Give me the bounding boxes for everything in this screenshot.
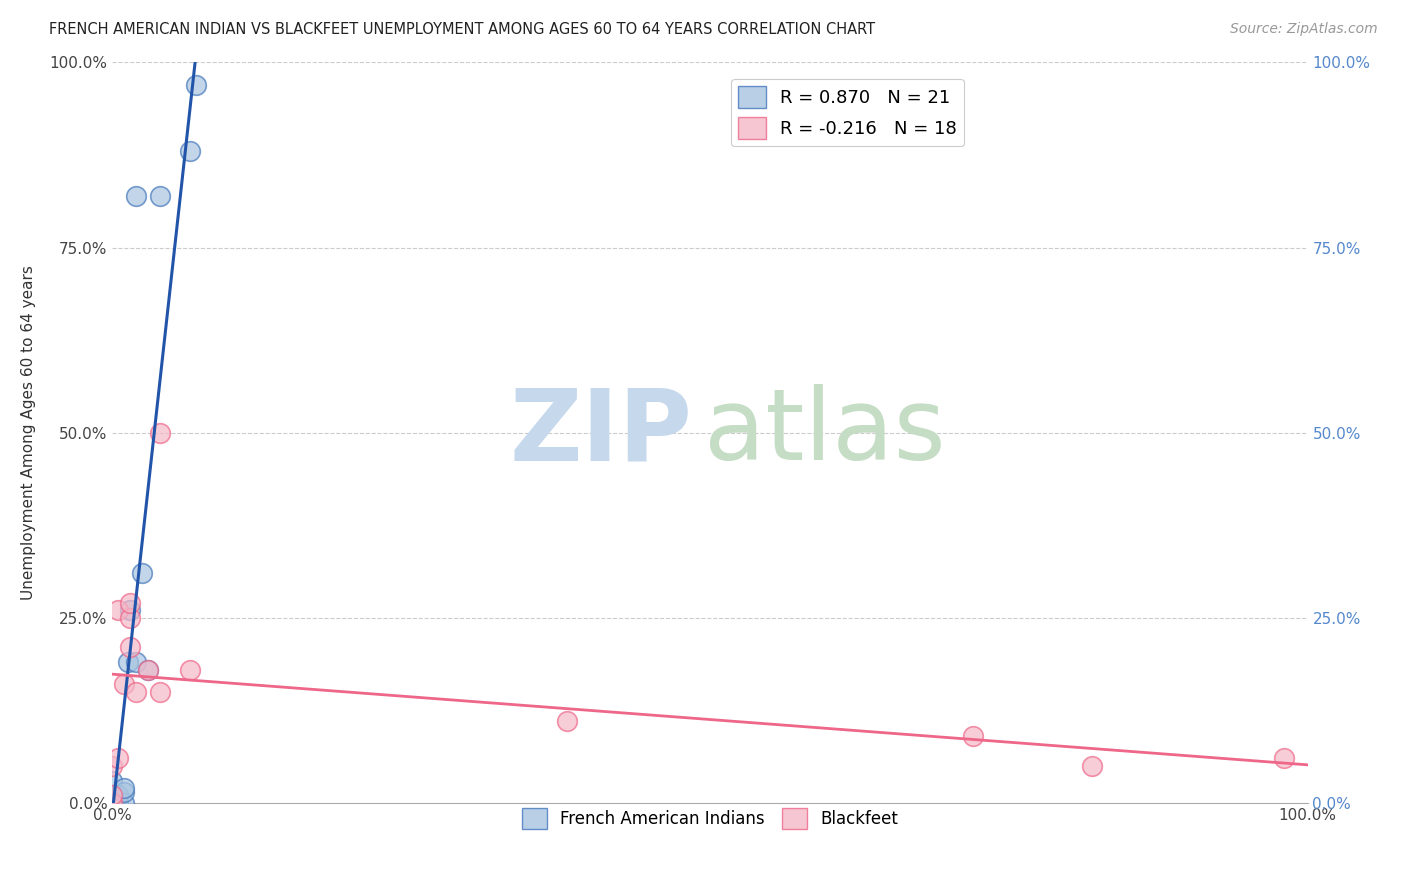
- Point: [125, 685, 148, 699]
- Point: [101, 796, 124, 810]
- Point: [107, 789, 129, 803]
- Point: [117, 655, 139, 669]
- Point: [107, 796, 129, 810]
- Point: [149, 188, 172, 202]
- Text: FRENCH AMERICAN INDIAN VS BLACKFEET UNEMPLOYMENT AMONG AGES 60 TO 64 YEARS CORRE: FRENCH AMERICAN INDIAN VS BLACKFEET UNEM…: [49, 22, 876, 37]
- Point: [101, 758, 124, 772]
- Point: [120, 603, 142, 617]
- Point: [120, 640, 142, 655]
- Point: [120, 596, 142, 610]
- Text: ZIP: ZIP: [509, 384, 692, 481]
- Point: [101, 796, 124, 810]
- Point: [107, 751, 129, 765]
- Point: [114, 677, 135, 691]
- Point: [186, 78, 208, 92]
- Point: [114, 785, 135, 799]
- Point: [962, 729, 984, 743]
- Point: [125, 188, 148, 202]
- Point: [131, 566, 153, 581]
- Point: [179, 145, 201, 159]
- Point: [179, 663, 201, 677]
- Point: [101, 789, 124, 803]
- Point: [101, 792, 124, 806]
- Point: [1272, 751, 1295, 765]
- Point: [555, 714, 578, 729]
- Point: [107, 603, 129, 617]
- Point: [138, 663, 160, 677]
- Point: [149, 685, 172, 699]
- Point: [101, 796, 124, 810]
- Point: [101, 796, 124, 810]
- Point: [114, 780, 135, 795]
- Point: [101, 789, 124, 803]
- Point: [1081, 758, 1104, 772]
- Point: [149, 425, 172, 440]
- Y-axis label: Unemployment Among Ages 60 to 64 years: Unemployment Among Ages 60 to 64 years: [21, 265, 35, 600]
- Point: [125, 655, 148, 669]
- Point: [101, 796, 124, 810]
- Point: [120, 610, 142, 624]
- Point: [138, 663, 160, 677]
- Point: [101, 773, 124, 788]
- Legend: French American Indians, Blackfeet: French American Indians, Blackfeet: [516, 802, 904, 835]
- Point: [114, 796, 135, 810]
- Text: atlas: atlas: [704, 384, 946, 481]
- Text: Source: ZipAtlas.com: Source: ZipAtlas.com: [1230, 22, 1378, 37]
